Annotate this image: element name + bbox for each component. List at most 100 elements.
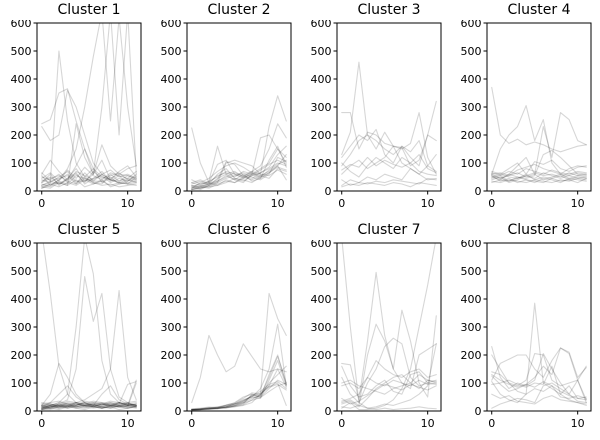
series-line	[341, 271, 437, 401]
y-tick-label: 300	[161, 101, 182, 114]
x-tick-label: 0	[338, 417, 345, 430]
series-line	[191, 334, 287, 404]
y-tick-label: 100	[161, 157, 182, 170]
series-line	[41, 169, 137, 184]
y-tick-label: 500	[311, 45, 332, 58]
series-line	[41, 23, 137, 188]
series-line	[491, 176, 587, 184]
series-line	[491, 393, 587, 405]
cluster-subplot: Cluster 8 0 100 200 300 400 500 600 0 10	[450, 220, 600, 440]
x-tick-label: 10	[271, 197, 285, 210]
series-line	[41, 168, 137, 186]
series-line	[491, 371, 587, 399]
series-line	[491, 347, 587, 381]
series-line	[191, 382, 287, 411]
series-group	[41, 243, 137, 411]
y-tick-label: 0	[475, 185, 482, 198]
y-tick-label: 0	[175, 185, 182, 198]
series-line	[191, 292, 287, 411]
series-line	[42, 243, 137, 409]
series-line	[491, 177, 587, 184]
series-line	[341, 61, 437, 167]
series-line	[341, 243, 436, 411]
series-line	[491, 346, 587, 404]
y-tick-label: 600	[461, 240, 482, 250]
series-line	[41, 362, 137, 408]
series-line	[341, 243, 437, 411]
series-line	[491, 375, 587, 401]
series-line	[191, 123, 287, 188]
y-tick-label: 200	[161, 129, 182, 142]
y-tick-label: 300	[311, 321, 332, 334]
series-line	[191, 159, 287, 189]
subplot-canvas: 0 100 200 300 400 500 600 0 10	[461, 240, 592, 430]
series-line	[191, 382, 287, 411]
series-line	[491, 172, 587, 179]
series-line	[41, 170, 137, 185]
subplot-title: Cluster 4	[507, 2, 571, 18]
y-tick-label: 300	[311, 101, 332, 114]
subplot-title: Cluster 3	[357, 2, 421, 18]
series-line	[41, 173, 137, 185]
x-tick-label: 10	[121, 417, 135, 430]
cluster-subplot: Cluster 7 0 100 200 300 400 500 600 0 10	[300, 220, 450, 440]
series-line	[491, 302, 587, 406]
y-tick-label: 100	[161, 377, 182, 390]
series-line	[341, 343, 437, 409]
series-line	[191, 145, 287, 189]
subplot-title: Cluster 6	[207, 222, 271, 238]
y-tick-label: 100	[311, 157, 332, 170]
series-line	[341, 383, 437, 405]
series-line	[491, 347, 587, 388]
subplot-canvas: 0 100 200 300 400 500 600 0 10	[311, 20, 442, 210]
y-tick-label: 400	[311, 293, 332, 306]
y-tick-label: 500	[311, 265, 332, 278]
series-line	[491, 105, 587, 175]
series-line	[41, 173, 137, 188]
y-tick-label: 300	[161, 321, 182, 334]
series-line	[41, 179, 137, 189]
series-group	[191, 292, 287, 411]
y-tick-label: 0	[175, 405, 182, 418]
series-line	[41, 385, 137, 408]
series-line	[191, 368, 287, 411]
subplot-title: Cluster 8	[507, 222, 571, 238]
series-line	[41, 243, 137, 409]
y-tick-label: 200	[11, 349, 32, 362]
series-line	[341, 177, 437, 186]
x-tick-label: 10	[421, 197, 435, 210]
x-tick-label: 10	[421, 417, 435, 430]
y-tick-label: 400	[461, 73, 482, 86]
cluster-subplot: Cluster 1 0 100 200 300 400 500 600 0 10	[0, 0, 150, 220]
y-tick-label: 400	[161, 293, 182, 306]
y-tick-label: 100	[11, 377, 32, 390]
series-line	[341, 376, 437, 390]
subplot-title: Cluster 7	[357, 222, 421, 238]
series-line	[41, 23, 137, 189]
series-line	[191, 162, 287, 185]
series-line	[491, 353, 587, 401]
cluster-subplot: Cluster 4 0 100 200 300 400 500 600 0 10	[450, 0, 600, 220]
y-tick-label: 300	[11, 321, 32, 334]
series-line	[491, 382, 587, 409]
series-group	[191, 95, 287, 191]
y-tick-label: 600	[11, 20, 32, 30]
x-tick-label: 0	[188, 197, 195, 210]
series-line	[191, 381, 287, 411]
series-line	[191, 159, 287, 189]
y-tick-label: 400	[461, 293, 482, 306]
series-line	[41, 50, 137, 188]
series-line	[41, 402, 137, 408]
series-line	[191, 127, 287, 186]
series-line	[191, 166, 287, 188]
y-tick-label: 0	[325, 405, 332, 418]
y-tick-label: 100	[311, 377, 332, 390]
subplot-canvas: 0 100 200 300 400 500 600 0 10	[161, 240, 292, 430]
y-tick-label: 600	[161, 20, 182, 30]
y-tick-label: 200	[311, 349, 332, 362]
y-tick-label: 100	[461, 157, 482, 170]
subplot-canvas: 0 100 200 300 400 500 600 0 10	[11, 240, 142, 430]
series-line	[191, 383, 287, 410]
cluster-subplot: Cluster 3 0 100 200 300 400 500 600 0 10	[300, 0, 450, 220]
